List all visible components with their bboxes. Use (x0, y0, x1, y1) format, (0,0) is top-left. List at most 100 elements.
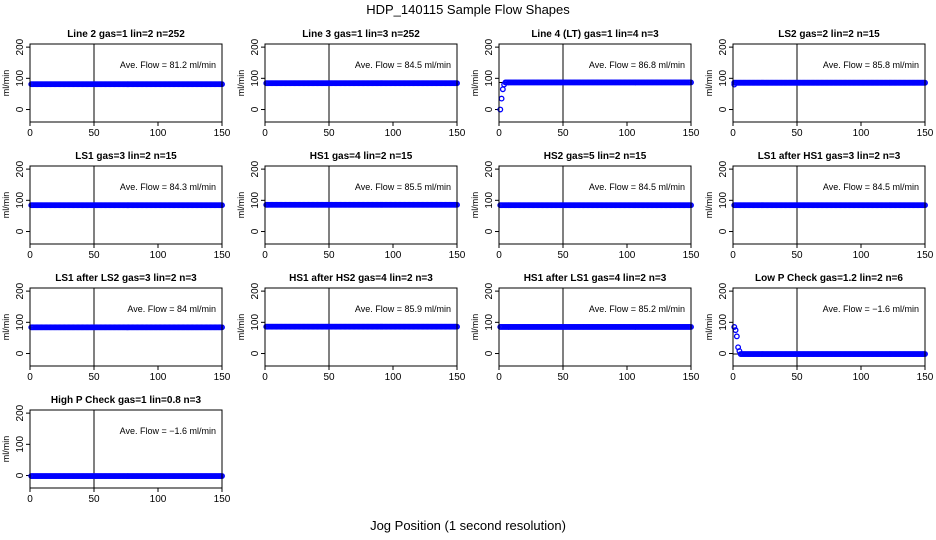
ave-flow-unit: ml/min (422, 60, 451, 70)
plot-frame (498, 43, 692, 123)
x-tick-label: 100 (385, 250, 402, 261)
x-tick-label: 150 (214, 250, 231, 261)
ave-flow-prefix: Ave. Flow = (355, 60, 405, 70)
x-tick-label: 50 (557, 372, 569, 383)
y-tick-label: 200 (718, 38, 729, 55)
ave-flow-unit: ml/min (656, 182, 685, 192)
ave-flow-unit: ml/min (890, 304, 919, 314)
x-tick-label: 100 (619, 250, 636, 261)
x-tick-label: 100 (619, 128, 636, 139)
y-axis-label: ml/min (704, 314, 714, 341)
plot-frame (498, 287, 692, 367)
ave-flow-unit: ml/min (187, 426, 216, 436)
panel-1: Line 2 gas=1 lin=2 n=252 ml/min 0 100 200 0 50… (1, 29, 231, 139)
ave-flow-unit: ml/min (187, 304, 216, 314)
x-tick-label: 100 (150, 372, 167, 383)
y-tick-label: 0 (250, 106, 261, 112)
ave-flow-value: 84.5 (638, 182, 656, 192)
x-tick-label: 0 (730, 250, 736, 261)
panel-3: Line 4 (LT) gas=1 lin=4 n=3 ml/min 0 100 200… (470, 29, 700, 139)
panel-13: High P Check gas=1 lin=0.8 n=3 ml/min 0 100… (1, 395, 231, 505)
y-tick-label: 0 (15, 472, 26, 478)
panel-title: Line 3 gas=1 lin=3 n=252 (302, 29, 420, 40)
y-tick-label: 0 (718, 228, 729, 234)
ave-flow-value: 86.8 (638, 60, 656, 70)
x-tick-label: 0 (730, 372, 736, 383)
x-tick-label: 150 (683, 250, 700, 261)
y-tick-label: 200 (718, 160, 729, 177)
x-tick-label: 0 (27, 250, 33, 261)
plot-frame (732, 287, 926, 367)
panel-5: LS1 gas=3 lin=2 n=15 ml/min 0 100 200 0 50 100 1… (1, 151, 231, 261)
panel-title: Line 2 gas=1 lin=2 n=252 (67, 29, 185, 40)
ave-flow-value: 85.2 (638, 304, 656, 314)
x-tick-label: 100 (853, 372, 870, 383)
x-tick-label: 50 (323, 372, 335, 383)
y-tick-label: 0 (250, 350, 261, 356)
x-tick-label: 150 (449, 250, 466, 261)
y-tick-label: 100 (718, 192, 729, 209)
ave-flow-value: 85.5 (404, 182, 422, 192)
y-tick-label: 100 (484, 192, 495, 209)
x-axis-title: Jog Position (1 second resolution) (370, 518, 566, 533)
x-tick-label: 150 (683, 372, 700, 383)
x-tick-label: 0 (730, 128, 736, 139)
x-tick-label: 50 (323, 128, 335, 139)
ave-flow-value: 85.8 (872, 60, 890, 70)
y-tick-label: 200 (484, 38, 495, 55)
panel-10: HS1 after HS2 gas=4 lin=2 n=3 ml/min 0 100 2… (236, 273, 466, 383)
panel-7: HS2 gas=5 lin=2 n=15 ml/min 0 100 200 0 50 100 1… (470, 151, 700, 261)
panel-4: LS2 gas=2 lin=2 n=15 ml/min 0 100 200 0 50 100 1… (704, 29, 934, 139)
ave-flow-prefix: Ave. Flow = (120, 426, 170, 436)
ave-flow-value: −1.6 (872, 304, 890, 314)
panel-title: LS2 gas=2 lin=2 n=15 (778, 29, 880, 40)
plot-frame (732, 165, 926, 245)
y-tick-label: 0 (15, 228, 26, 234)
plot-frame (264, 287, 458, 367)
ave-flow-annotation: Ave. Flow = 84.3 ml/min (120, 182, 216, 192)
y-tick-label: 100 (718, 314, 729, 331)
x-tick-label: 50 (791, 250, 803, 261)
ave-flow-prefix: Ave. Flow = (355, 304, 405, 314)
x-tick-label: 0 (496, 372, 502, 383)
panel-title: HS2 gas=5 lin=2 n=15 (544, 151, 647, 162)
x-tick-label: 50 (88, 250, 100, 261)
x-tick-label: 150 (917, 372, 934, 383)
x-tick-label: 150 (917, 128, 934, 139)
plot-frame (264, 165, 458, 245)
ave-flow-unit: ml/min (187, 60, 216, 70)
panel-11: HS1 after LS1 gas=4 lin=2 n=3 ml/min 0 100 2… (470, 273, 700, 383)
x-tick-label: 0 (262, 250, 268, 261)
y-axis-label: ml/min (704, 192, 714, 219)
x-tick-label: 150 (214, 128, 231, 139)
y-tick-label: 100 (718, 70, 729, 87)
x-tick-label: 150 (683, 128, 700, 139)
y-tick-label: 200 (250, 38, 261, 55)
x-tick-label: 0 (27, 494, 33, 505)
panel-12: Low P Check gas=1.2 lin=2 n=6 ml/min 0 100 2… (704, 273, 934, 383)
ave-flow-annotation: Ave. Flow = 85.8 ml/min (823, 60, 919, 70)
y-tick-label: 0 (15, 350, 26, 356)
ave-flow-value: 85.9 (404, 304, 422, 314)
panel-title: LS1 after LS2 gas=3 lin=2 n=3 (55, 273, 197, 284)
ave-flow-annotation: Ave. Flow = 84.5 ml/min (589, 182, 685, 192)
panel-title: HS1 gas=4 lin=2 n=15 (310, 151, 413, 162)
panel-9: LS1 after LS2 gas=3 lin=2 n=3 ml/min 0 100 2… (1, 273, 231, 383)
data-point (731, 324, 738, 330)
x-tick-label: 0 (27, 128, 33, 139)
panel-title: HS1 after LS1 gas=4 lin=2 n=3 (524, 273, 667, 284)
data-point (498, 95, 505, 102)
y-axis-label: ml/min (1, 436, 11, 463)
ave-flow-value: 84.5 (872, 182, 890, 192)
x-tick-label: 100 (853, 128, 870, 139)
y-tick-label: 100 (15, 314, 26, 331)
x-tick-label: 100 (385, 372, 402, 383)
x-tick-label: 100 (150, 128, 167, 139)
y-tick-label: 200 (484, 282, 495, 299)
ave-flow-annotation: Ave. Flow = −1.6 ml/min (823, 304, 919, 314)
x-tick-label: 150 (214, 494, 231, 505)
y-axis-label: ml/min (1, 314, 11, 341)
ave-flow-prefix: Ave. Flow = (589, 60, 639, 70)
y-tick-label: 0 (484, 228, 495, 234)
x-tick-label: 150 (449, 372, 466, 383)
